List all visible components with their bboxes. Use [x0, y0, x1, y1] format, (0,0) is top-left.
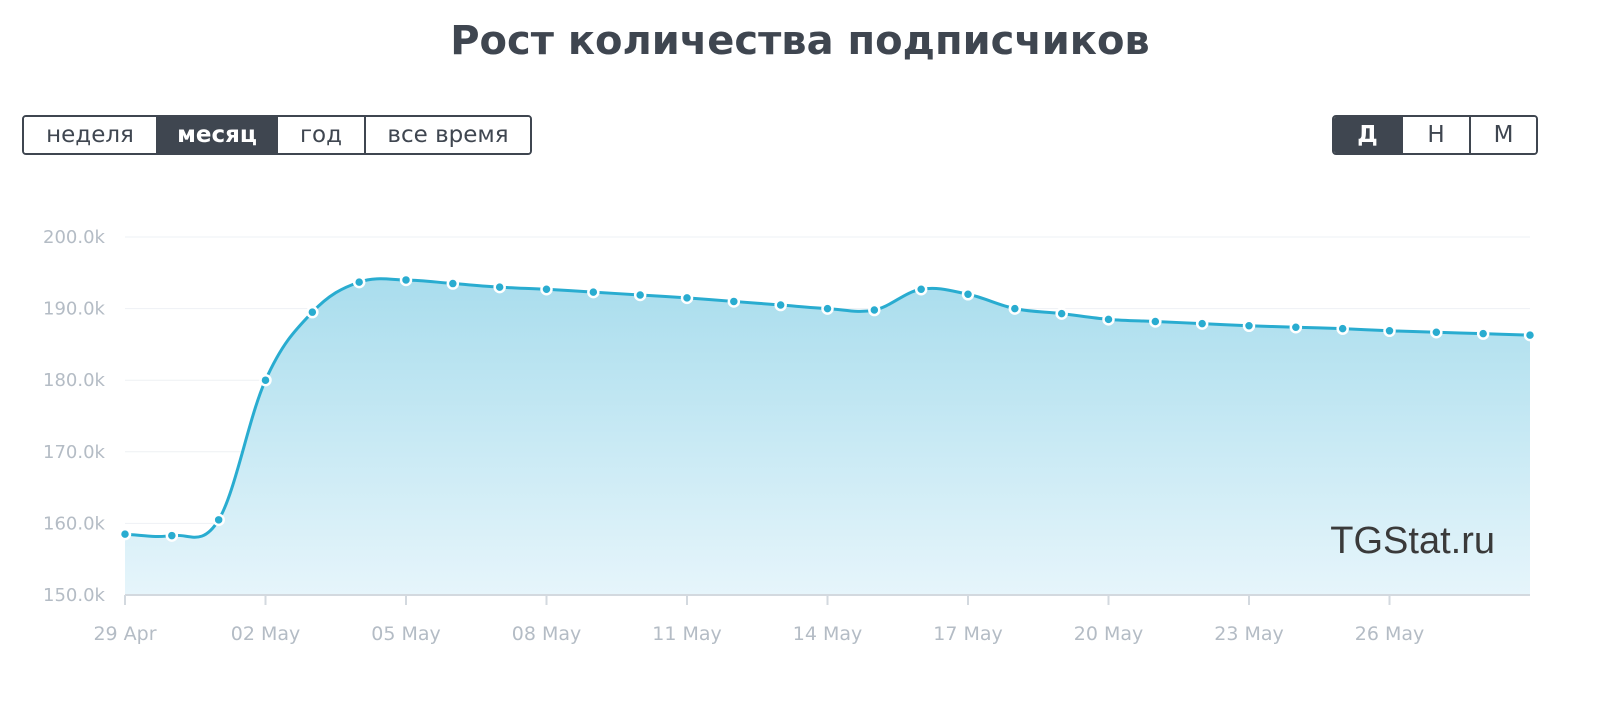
data-point[interactable]: [821, 302, 834, 315]
data-point[interactable]: [399, 273, 413, 287]
x-tick-label: 17 May: [933, 623, 1003, 645]
data-point[interactable]: [914, 283, 928, 296]
x-tick-label: 29 Apr: [93, 623, 156, 645]
data-point[interactable]: [212, 513, 225, 527]
data-point[interactable]: [1242, 319, 1256, 333]
data-point[interactable]: [1008, 302, 1022, 315]
data-point[interactable]: [1289, 320, 1303, 334]
data-point[interactable]: [1336, 322, 1349, 335]
tab-month[interactable]: месяц: [158, 117, 278, 153]
data-point[interactable]: [1523, 328, 1537, 342]
data-point[interactable]: [118, 527, 132, 541]
data-point[interactable]: [165, 529, 179, 542]
tab-year[interactable]: год: [278, 117, 366, 153]
data-point[interactable]: [446, 277, 460, 290]
data-point[interactable]: [1195, 317, 1209, 330]
data-point[interactable]: [352, 275, 366, 289]
data-point[interactable]: [1383, 324, 1396, 338]
data-point[interactable]: [961, 288, 975, 301]
data-point[interactable]: [1102, 313, 1115, 326]
tab-day[interactable]: Д: [1334, 117, 1403, 153]
x-tick-label: 11 May: [652, 623, 722, 645]
data-point[interactable]: [1149, 315, 1162, 328]
tab-all-time[interactable]: все время: [366, 117, 530, 153]
watermark: TGStat.ru: [1330, 520, 1495, 562]
x-tick-label: 02 May: [231, 623, 301, 645]
data-point[interactable]: [493, 280, 506, 294]
data-point[interactable]: [587, 285, 600, 299]
data-point[interactable]: [540, 283, 553, 296]
data-point[interactable]: [868, 303, 881, 317]
granularity-selector: Д Н М: [1332, 115, 1538, 155]
tab-week-granularity[interactable]: Н: [1403, 117, 1471, 153]
data-point[interactable]: [727, 295, 741, 308]
data-point[interactable]: [259, 373, 272, 387]
x-tick-label: 26 May: [1355, 623, 1425, 645]
data-point[interactable]: [1055, 307, 1068, 320]
y-tick-label: 160.0k: [43, 513, 106, 534]
tab-week[interactable]: неделя: [24, 117, 158, 153]
area-fill: [125, 278, 1530, 595]
data-point[interactable]: [1430, 325, 1443, 339]
x-tick-label: 14 May: [793, 623, 863, 645]
x-tick-label: 23 May: [1214, 623, 1284, 645]
y-tick-label: 150.0k: [43, 585, 106, 606]
tab-month-granularity[interactable]: М: [1471, 117, 1536, 153]
y-tick-label: 180.0k: [43, 370, 106, 391]
data-point[interactable]: [1476, 327, 1490, 340]
data-point[interactable]: [774, 298, 787, 312]
y-tick-label: 200.0k: [43, 227, 106, 248]
y-axis: 150.0k 160.0k 170.0k 180.0k 190.0k 200.0k: [43, 227, 106, 606]
chart-title: Рост количества подписчиков: [450, 18, 1150, 64]
x-tick-label: 08 May: [512, 623, 582, 645]
data-points: [118, 273, 1537, 542]
x-tick-label: 20 May: [1074, 623, 1144, 645]
y-tick-label: 190.0k: [43, 299, 106, 320]
period-selector: неделя месяц год все время: [22, 115, 532, 155]
data-point[interactable]: [633, 288, 647, 302]
y-tick-label: 170.0k: [43, 442, 106, 463]
x-tick-label: 05 May: [371, 623, 441, 645]
data-point[interactable]: [680, 291, 694, 305]
data-point[interactable]: [306, 305, 319, 319]
x-axis: 29 Apr 02 May 05 May 08 May 11 May 14 May 17 M…: [93, 595, 1424, 645]
